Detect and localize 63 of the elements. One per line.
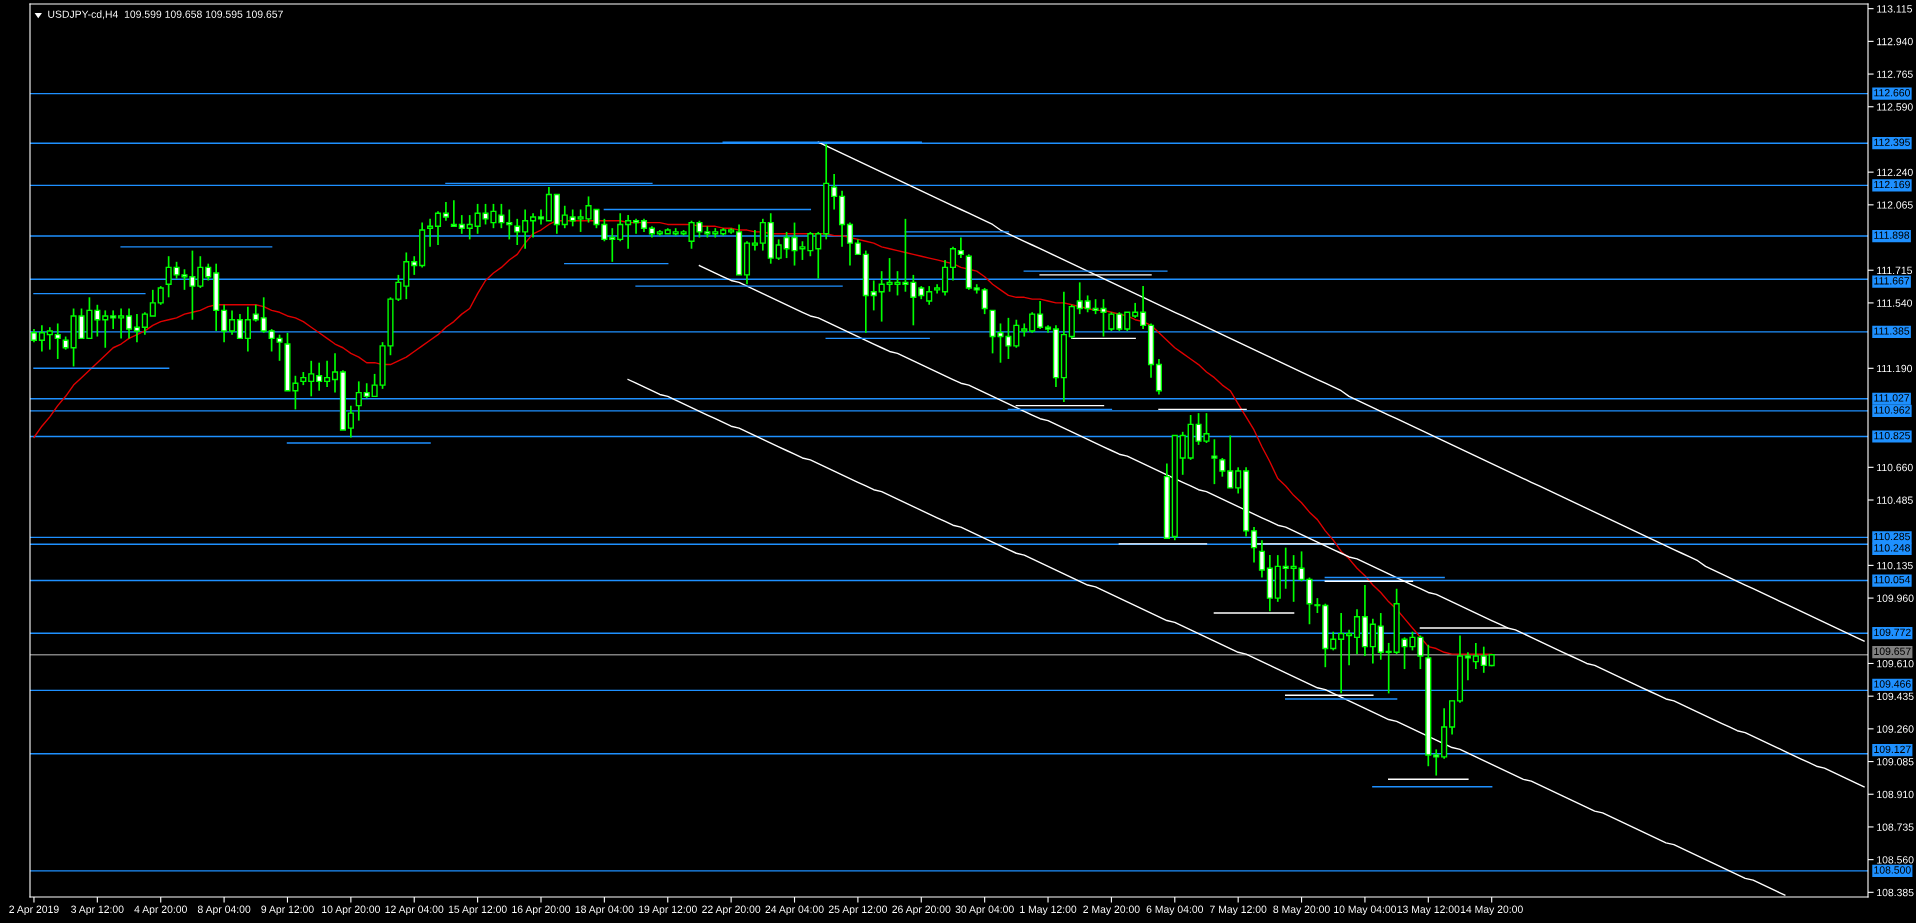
y-tick-label: 113.115 <box>1877 5 1913 13</box>
y-tick-label: 111.540 <box>1877 299 1913 307</box>
ref-line-label: 110.248 <box>1874 544 1910 552</box>
y-tick-label: 110.485 <box>1877 496 1913 504</box>
x-tick-label: 2 Apr 2019 <box>9 905 59 916</box>
ref-line-label: 109.772 <box>1874 628 1911 637</box>
x-tick-label: 9 Apr 12:00 <box>261 905 314 916</box>
x-tick-label: 22 Apr 20:00 <box>702 905 761 916</box>
y-tick-label: 112.590 <box>1877 103 1913 111</box>
x-tick-label: 18 Apr 04:00 <box>575 905 634 916</box>
y-tick-label: 108.735 <box>1877 823 1914 831</box>
x-tick-label: 2 May 20:00 <box>1083 905 1140 916</box>
ref-line-label: 109.657 <box>1874 647 1911 655</box>
y-tick-label: 112.765 <box>1877 70 1913 78</box>
x-tick-label: 7 May 12:00 <box>1210 905 1267 916</box>
y-tick-label: 109.435 <box>1877 692 1914 701</box>
ref-line-label: 111.667 <box>1874 277 1910 285</box>
x-tick-label: 10 May 04:00 <box>1334 905 1397 916</box>
y-tick-label: 109.260 <box>1877 725 1914 733</box>
x-tick-label: 30 Apr 04:00 <box>955 905 1014 916</box>
y-tick-label: 109.610 <box>1877 659 1914 668</box>
y-tick-label: 110.135 <box>1877 561 1913 570</box>
ref-line-label: 110.825 <box>1874 431 1910 440</box>
x-tick-label: 12 Apr 04:00 <box>385 905 444 916</box>
ref-line-label: 112.660 <box>1874 89 1910 97</box>
x-tick-label: 14 May 20:00 <box>1460 905 1523 916</box>
x-tick-label: 6 May 04:00 <box>1146 905 1204 916</box>
ref-line-label: 110.054 <box>1874 575 1911 584</box>
x-tick-label: 8 Apr 04:00 <box>197 905 251 916</box>
x-tick-label: 15 Apr 12:00 <box>448 905 507 916</box>
y-tick-label: 111.715 <box>1877 266 1913 275</box>
y-tick-label: 112.940 <box>1877 37 1913 46</box>
x-tick-label: 24 Apr 04:00 <box>765 905 824 916</box>
ref-line-label: 111.385 <box>1874 327 1910 335</box>
y-tick-label: 109.085 <box>1877 758 1914 766</box>
ref-line-label: 112.395 <box>1874 138 1910 146</box>
x-tick-label: 19 Apr 12:00 <box>639 905 697 916</box>
x-tick-label: 10 Apr 20:00 <box>322 905 380 916</box>
x-tick-label: 4 Apr 20:00 <box>134 905 187 916</box>
ref-line-label: 110.962 <box>1874 406 1910 414</box>
x-tick-label: 8 May 20:00 <box>1273 905 1330 916</box>
x-tick-label: 16 Apr 20:00 <box>512 905 571 916</box>
ref-line-label: 111.898 <box>1874 231 1910 239</box>
ref-line-label: 109.127 <box>1874 745 1911 754</box>
ref-line-label: 109.466 <box>1874 680 1911 688</box>
ref-line-label: 111.027 <box>1874 394 1910 402</box>
y-tick-label: 108.910 <box>1877 790 1914 799</box>
ref-line-label: 108.500 <box>1874 866 1911 874</box>
x-tick-label: 13 May 12:00 <box>1397 905 1460 916</box>
y-tick-label: 108.385 <box>1877 888 1914 897</box>
ref-line-label: 112.169 <box>1874 180 1910 189</box>
y-tick-label: 112.240 <box>1877 168 1913 177</box>
x-tick-label: 25 Apr 12:00 <box>828 905 888 916</box>
y-tick-label: 110.660 <box>1877 463 1913 472</box>
x-tick-label: 26 Apr 20:00 <box>892 905 951 916</box>
x-tick-label: 3 Apr 12:00 <box>71 905 124 916</box>
y-tick-label: 108.560 <box>1877 856 1914 864</box>
ref-line-label: 110.285 <box>1874 532 1910 541</box>
y-tick-label: 109.960 <box>1877 594 1914 602</box>
y-tick-label: 112.065 <box>1877 201 1913 209</box>
y-tick-label: 111.190 <box>1877 364 1913 373</box>
x-tick-label: 1 May 12:00 <box>1020 905 1077 916</box>
text: USDJPY-cd,H4 109.599 109.658 109.595 109.657 <box>48 10 283 20</box>
